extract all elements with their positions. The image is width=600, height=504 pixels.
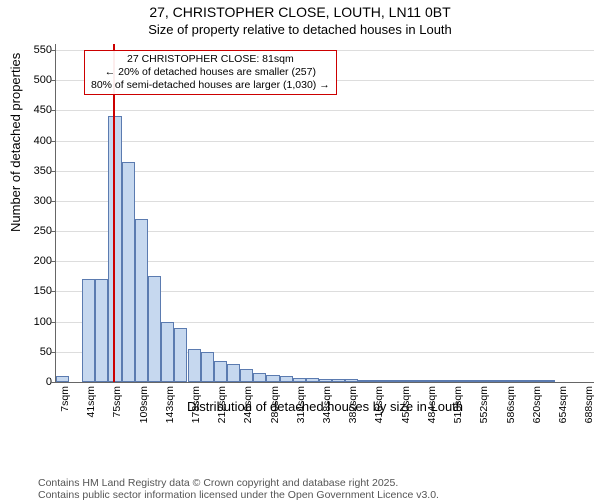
y-tick-label: 50 <box>26 346 52 358</box>
y-tick-label: 250 <box>26 225 52 237</box>
y-tick-label: 100 <box>26 316 52 328</box>
gridline <box>56 110 594 111</box>
histogram-bar <box>528 380 541 382</box>
histogram-bar <box>371 380 384 382</box>
chart-subtitle: Size of property relative to detached ho… <box>0 22 600 37</box>
histogram-bar <box>345 379 358 382</box>
histogram-bar <box>424 380 437 382</box>
histogram-bar <box>397 380 410 382</box>
x-tick-label: 280sqm <box>269 386 281 432</box>
x-tick-label: 586sqm <box>505 386 517 432</box>
chart-container: Number of detached properties 0 50 100 150 2… <box>0 42 600 462</box>
histogram-bar <box>489 380 502 382</box>
footer-line-2: Contains public sector information licen… <box>38 489 439 502</box>
annotation-line-1: 27 CHRISTOPHER CLOSE: 81sqm <box>91 53 330 66</box>
plot-area: 27 CHRISTOPHER CLOSE: 81sqm ← 20% of det… <box>55 44 594 383</box>
histogram-bar <box>148 276 161 382</box>
gridline <box>56 201 594 202</box>
x-tick-label: 109sqm <box>138 386 150 432</box>
histogram-bar <box>174 328 187 382</box>
x-tick-label: 41sqm <box>85 386 97 432</box>
x-tick-label: 178sqm <box>190 386 202 432</box>
y-tick-label: 350 <box>26 165 52 177</box>
histogram-bar <box>463 380 476 382</box>
x-tick-label: 416sqm <box>373 386 385 432</box>
histogram-bar <box>319 379 332 382</box>
histogram-bar <box>450 380 463 382</box>
x-tick-label: 382sqm <box>347 386 359 432</box>
histogram-bar <box>411 380 424 382</box>
x-tick-label: 484sqm <box>426 386 438 432</box>
histogram-bar <box>306 378 319 382</box>
x-tick-label: 246sqm <box>242 386 254 432</box>
y-tick-label: 200 <box>26 255 52 267</box>
y-axis-label: Number of detached properties <box>8 53 23 232</box>
histogram-bar <box>240 369 253 382</box>
histogram-bar <box>266 375 279 382</box>
histogram-bar <box>437 380 450 382</box>
y-tick-label: 0 <box>26 376 52 388</box>
histogram-bar <box>135 219 148 382</box>
gridline <box>56 141 594 142</box>
footer-line-1: Contains HM Land Registry data © Crown c… <box>38 477 439 490</box>
x-tick-label: 348sqm <box>321 386 333 432</box>
x-tick-label: 450sqm <box>400 386 412 432</box>
histogram-bar <box>253 373 266 382</box>
x-tick-label: 688sqm <box>583 386 595 432</box>
histogram-bar <box>201 352 214 382</box>
y-tick-label: 150 <box>26 285 52 297</box>
x-tick-label: 7sqm <box>59 386 71 432</box>
histogram-bar <box>56 376 69 382</box>
histogram-bar <box>515 380 528 382</box>
histogram-bar <box>542 380 555 382</box>
histogram-bar <box>293 378 306 382</box>
x-tick-label: 654sqm <box>557 386 569 432</box>
annotation-line-3: 80% of semi-detached houses are larger (… <box>91 79 330 92</box>
x-tick-label: 314sqm <box>295 386 307 432</box>
histogram-bar <box>122 162 135 382</box>
histogram-bar <box>502 380 515 382</box>
histogram-bar <box>280 376 293 382</box>
histogram-bar <box>227 364 240 382</box>
histogram-bar <box>476 380 489 382</box>
x-tick-label: 518sqm <box>452 386 464 432</box>
annotation-line-2: ← 20% of detached houses are smaller (25… <box>91 66 330 79</box>
histogram-bar <box>82 279 95 382</box>
y-tick-label: 450 <box>26 104 52 116</box>
x-tick-label: 620sqm <box>531 386 543 432</box>
x-tick-label: 212sqm <box>216 386 228 432</box>
histogram-bar <box>188 349 201 382</box>
y-tick-label: 400 <box>26 135 52 147</box>
histogram-bar <box>358 380 371 382</box>
y-tick-label: 300 <box>26 195 52 207</box>
x-tick-label: 552sqm <box>478 386 490 432</box>
x-tick-label: 143sqm <box>164 386 176 432</box>
y-tick-label: 500 <box>26 74 52 86</box>
histogram-bar <box>214 361 227 382</box>
x-tick-label: 75sqm <box>111 386 123 432</box>
histogram-bar <box>95 279 108 382</box>
footer-credits: Contains HM Land Registry data © Crown c… <box>38 477 439 502</box>
histogram-bar <box>161 322 174 382</box>
gridline <box>56 171 594 172</box>
histogram-bar <box>332 379 345 382</box>
chart-title: 27, CHRISTOPHER CLOSE, LOUTH, LN11 0BT <box>0 4 600 20</box>
annotation-box: 27 CHRISTOPHER CLOSE: 81sqm ← 20% of det… <box>84 50 337 95</box>
y-tick-label: 550 <box>26 44 52 56</box>
histogram-bar <box>384 380 397 382</box>
